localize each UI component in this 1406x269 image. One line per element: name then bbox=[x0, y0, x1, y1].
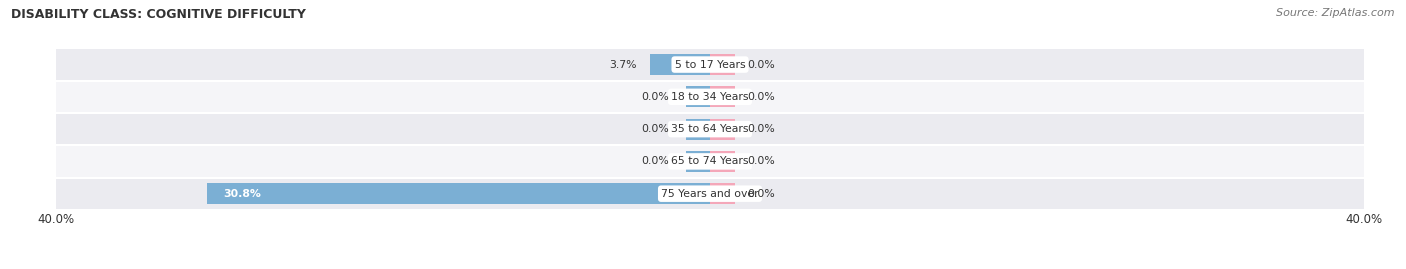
Text: 18 to 34 Years: 18 to 34 Years bbox=[671, 92, 749, 102]
Text: 0.0%: 0.0% bbox=[641, 92, 669, 102]
Text: 65 to 74 Years: 65 to 74 Years bbox=[671, 156, 749, 167]
Bar bbox=[710, 151, 734, 172]
Text: 35 to 64 Years: 35 to 64 Years bbox=[671, 124, 749, 134]
Text: 0.0%: 0.0% bbox=[748, 189, 775, 199]
Text: DISABILITY CLASS: COGNITIVE DIFFICULTY: DISABILITY CLASS: COGNITIVE DIFFICULTY bbox=[11, 8, 307, 21]
Bar bbox=[686, 151, 710, 172]
Text: 0.0%: 0.0% bbox=[641, 124, 669, 134]
Bar bbox=[710, 119, 734, 140]
Text: 75 Years and over: 75 Years and over bbox=[661, 189, 759, 199]
Bar bbox=[686, 86, 710, 107]
Bar bbox=[710, 54, 734, 75]
Bar bbox=[56, 178, 1364, 210]
Text: 0.0%: 0.0% bbox=[748, 124, 775, 134]
Text: 0.0%: 0.0% bbox=[641, 156, 669, 167]
Bar bbox=[56, 81, 1364, 113]
Bar bbox=[710, 86, 734, 107]
Bar bbox=[686, 119, 710, 140]
Text: 0.0%: 0.0% bbox=[748, 156, 775, 167]
Text: 0.0%: 0.0% bbox=[748, 92, 775, 102]
Text: 0.0%: 0.0% bbox=[748, 59, 775, 70]
Text: 5 to 17 Years: 5 to 17 Years bbox=[675, 59, 745, 70]
Bar bbox=[56, 113, 1364, 145]
Text: 3.7%: 3.7% bbox=[609, 59, 637, 70]
Bar bbox=[207, 183, 710, 204]
Bar bbox=[56, 48, 1364, 81]
Text: 30.8%: 30.8% bbox=[224, 189, 262, 199]
Text: Source: ZipAtlas.com: Source: ZipAtlas.com bbox=[1277, 8, 1395, 18]
Bar bbox=[650, 54, 710, 75]
Bar bbox=[710, 183, 734, 204]
Bar bbox=[56, 145, 1364, 178]
